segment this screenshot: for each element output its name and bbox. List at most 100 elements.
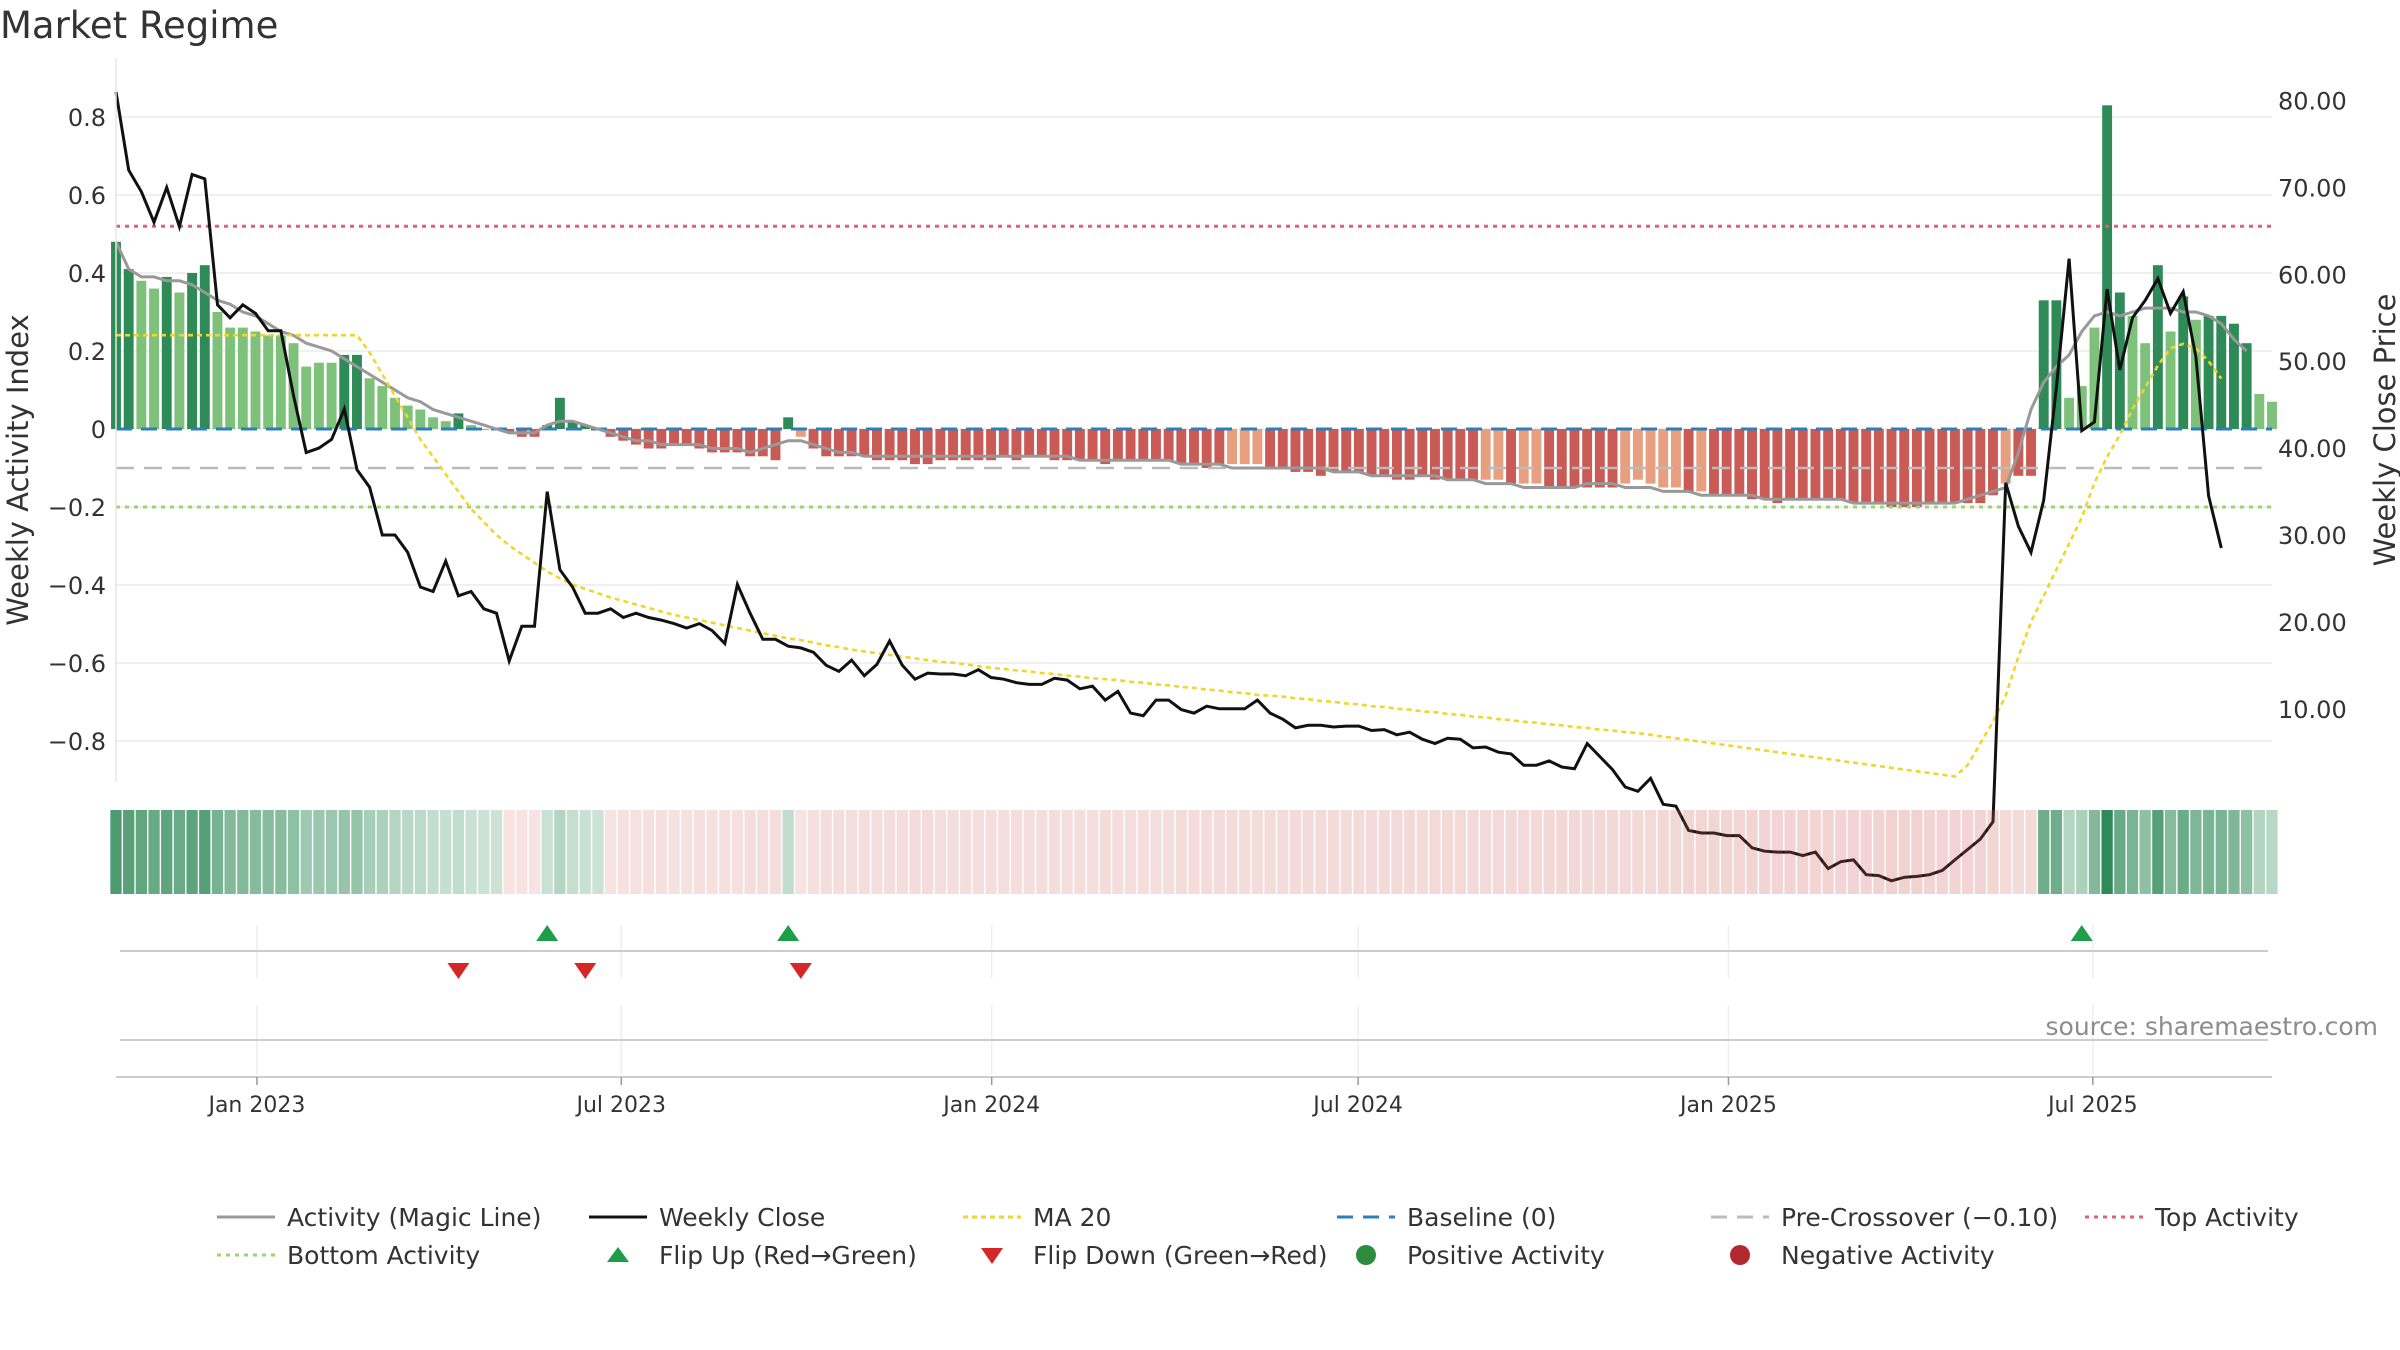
y-right-tick-label: 40.00: [2278, 435, 2347, 463]
activity-bar: [694, 429, 705, 449]
activity-bar: [1353, 429, 1364, 472]
regime-cell: [617, 810, 629, 894]
regime-cell: [1746, 810, 1758, 894]
y-left-tick-label: 0: [91, 416, 106, 444]
regime-cell: [1987, 810, 1999, 894]
market-regime-chart: 0.8 0.6 0.4 0.2 0 −0.2 −0.4 −0.6 −0.8 80.00 70.00 6…: [1, 58, 2400, 1118]
regime-cell: [947, 810, 959, 894]
activity-bar: [1049, 429, 1060, 461]
legend-label: Flip Down (Green→Red): [1033, 1240, 1328, 1270]
regime-cell: [934, 810, 946, 894]
flip-markers-panel: [120, 925, 2268, 979]
regime-cell: [2101, 810, 2113, 894]
regime-cell: [1568, 810, 1581, 894]
activity-bar: [1036, 429, 1047, 457]
regime-cell: [1442, 810, 1454, 894]
activity-bar: [1024, 429, 1035, 457]
y-left-tick-label: −0.2: [48, 494, 106, 522]
activity-bar: [2038, 300, 2049, 429]
activity-bar: [1201, 429, 1212, 468]
activity-bar: [935, 429, 946, 461]
activity-bar: [1315, 429, 1326, 476]
regime-cell: [807, 810, 820, 894]
activity-bar: [1303, 429, 1314, 472]
regime-cell: [2038, 810, 2050, 894]
activity-bar: [1404, 429, 1415, 480]
regime-cell: [1023, 810, 1035, 894]
flip-up-triangle: [536, 925, 559, 941]
regime-cell: [325, 810, 338, 894]
regime-cell: [1289, 810, 1302, 894]
regime-cell: [1010, 810, 1023, 894]
regime-cell: [2152, 810, 2164, 894]
activity-bar: [1658, 429, 1669, 488]
activity-bar: [821, 429, 832, 457]
legend-item: Flip Up (Red→Green): [587, 1240, 961, 1270]
activity-bar: [1709, 429, 1719, 496]
regime-cell: [1391, 810, 1403, 894]
activity-bar: [1518, 429, 1529, 484]
regime-strip: [110, 810, 2278, 894]
flip-up-triangle: [777, 925, 800, 941]
flip-down-triangle: [574, 963, 597, 979]
activity-bar: [1506, 429, 1517, 484]
regime-cell: [2076, 810, 2088, 894]
activity-bar: [669, 429, 679, 445]
activity-bar: [1810, 429, 1821, 500]
activity-bar: [161, 276, 172, 429]
activity-bar: [1620, 429, 1631, 484]
regime-cell: [1949, 810, 1961, 894]
regime-cell: [1074, 810, 1086, 894]
activity-bar: [1582, 429, 1593, 488]
regime-cell: [1048, 810, 1061, 894]
y-left-tick-label: 0.8: [68, 104, 106, 132]
regime-cell: [2139, 810, 2151, 894]
activity-bar: [554, 397, 565, 429]
regime-cell: [1480, 810, 1492, 894]
activity-bar: [1569, 429, 1580, 488]
legend-label: Negative Activity: [1781, 1240, 1995, 1270]
activity-bar: [897, 429, 908, 461]
activity-bar: [1125, 429, 1136, 461]
activity-bar: [2165, 331, 2176, 429]
regime-cell: [1251, 810, 1264, 894]
regime-cell: [541, 810, 553, 894]
regime-cell: [1150, 810, 1162, 894]
activity-bar: [1544, 429, 1555, 488]
regime-cell: [1086, 810, 1099, 894]
regime-cell: [123, 810, 135, 894]
activity-bar: [301, 366, 312, 429]
regime-cell: [376, 810, 388, 894]
regime-cell: [1036, 810, 1048, 894]
activity-bar: [884, 429, 895, 461]
activity-bar: [1290, 429, 1301, 472]
regime-cell: [1061, 810, 1073, 894]
regime-cell: [2126, 810, 2139, 894]
activity-bar: [1772, 429, 1783, 504]
yellow-dotted-line-icon: [963, 1215, 1021, 1219]
regime-cell: [2202, 810, 2215, 894]
activity-bar: [1937, 429, 1948, 504]
regime-cell: [402, 810, 414, 894]
regime-cell: [1340, 810, 1352, 894]
gridlines: [116, 116, 2272, 742]
activity-bar: [567, 421, 578, 429]
regime-cell: [972, 810, 985, 894]
y-right-axis-label: Weekly Close Price: [2368, 294, 2400, 567]
regime-cell: [883, 810, 896, 894]
activity-bar: [1087, 429, 1098, 461]
regime-cell: [2114, 810, 2126, 894]
activity-bar: [390, 397, 400, 429]
activity-bar: [2064, 397, 2075, 429]
regime-cell: [1632, 810, 1644, 894]
activity-bar: [833, 429, 844, 457]
regime-cell: [1695, 810, 1707, 894]
regime-cell: [465, 810, 477, 894]
regime-cell: [960, 810, 972, 894]
activity-bar: [1759, 429, 1770, 500]
regime-cell: [2190, 810, 2202, 894]
regime-cell: [896, 810, 908, 894]
activity-bar: [1328, 429, 1339, 472]
regime-cell: [630, 810, 642, 894]
regime-cell: [858, 810, 870, 894]
